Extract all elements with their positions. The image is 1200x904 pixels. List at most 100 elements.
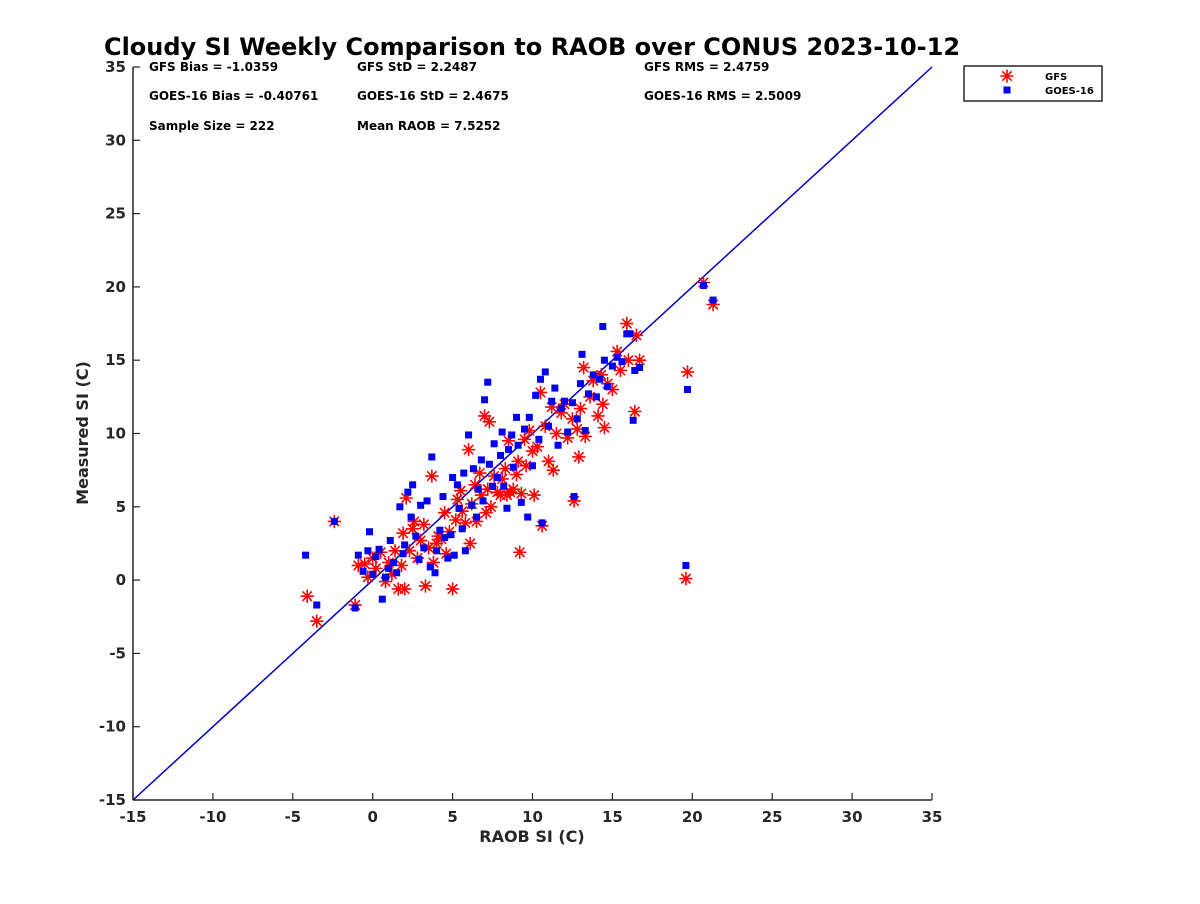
gfs-point bbox=[572, 450, 586, 464]
goes16-point bbox=[431, 569, 439, 577]
gfs-point bbox=[679, 571, 693, 586]
legend-box bbox=[963, 65, 1103, 102]
y-tick-label: 30 bbox=[105, 131, 126, 149]
stat-gfs-rms: GFS RMS = 2.4759 bbox=[644, 60, 769, 74]
goes16-point bbox=[513, 413, 521, 421]
goes16-point bbox=[393, 569, 401, 577]
goes16-point bbox=[576, 380, 584, 388]
goes16-point bbox=[564, 428, 572, 436]
goes16-point bbox=[313, 601, 321, 609]
chart-title: Cloudy SI Weekly Comparison to RAOB over… bbox=[104, 33, 960, 61]
goes16-point bbox=[372, 553, 380, 561]
gfs-point bbox=[509, 467, 524, 482]
gfs-point bbox=[309, 614, 324, 628]
goes16-point bbox=[604, 383, 612, 391]
gfs-point bbox=[417, 517, 431, 532]
goes16-point bbox=[465, 431, 473, 439]
goes16-point bbox=[517, 498, 525, 506]
gfs-point bbox=[461, 442, 476, 457]
goes16-point bbox=[535, 435, 543, 443]
gfs-point bbox=[519, 458, 533, 473]
goes16-point bbox=[481, 396, 489, 404]
gfs-point bbox=[613, 363, 628, 378]
goes16-point bbox=[490, 440, 498, 448]
gfs-point bbox=[425, 469, 439, 483]
goes16-point bbox=[461, 547, 469, 555]
stat-goes-bias: GOES-16 Bias = -0.40761 bbox=[149, 89, 318, 103]
y-tick-label: -5 bbox=[109, 644, 126, 662]
gfs-point bbox=[388, 543, 402, 558]
x-tick-label: 25 bbox=[762, 808, 783, 826]
goes16-point bbox=[514, 441, 522, 449]
gfs-point bbox=[576, 360, 591, 375]
goes16-point bbox=[525, 413, 533, 421]
y-tick-label: -15 bbox=[99, 791, 126, 809]
gfs-point bbox=[549, 426, 564, 441]
goes16-points bbox=[302, 281, 717, 612]
goes16-point bbox=[484, 378, 492, 386]
x-tick-label: 35 bbox=[922, 808, 943, 826]
goes16-point bbox=[444, 554, 452, 562]
goes16-point bbox=[503, 504, 511, 512]
goes16-point bbox=[396, 503, 404, 511]
legend: GFS GOES-16 bbox=[963, 65, 1103, 102]
gfs-point bbox=[591, 409, 605, 423]
goes16-point bbox=[626, 330, 634, 338]
goes16-point bbox=[557, 405, 565, 413]
goes16-point bbox=[426, 563, 434, 571]
x-ticks: -15 -10 -5 0 5 10 15 20 25 30 35 bbox=[119, 793, 942, 826]
goes16-point bbox=[521, 425, 529, 433]
goes16-point bbox=[508, 431, 516, 439]
gfs-point bbox=[546, 463, 561, 477]
y-tick-label: 15 bbox=[105, 351, 126, 369]
goes16-point bbox=[554, 441, 562, 449]
goes16-point bbox=[450, 551, 458, 559]
gfs-point bbox=[680, 365, 695, 379]
stat-sample-size: Sample Size = 222 bbox=[149, 119, 275, 133]
x-tick-label: 15 bbox=[602, 808, 623, 826]
goes16-point bbox=[455, 504, 463, 512]
x-axis-label: RAOB SI (C) bbox=[479, 827, 584, 846]
goes16-point bbox=[596, 375, 604, 383]
stat-mean-raob: Mean RAOB = 7.5252 bbox=[357, 119, 501, 133]
goes16-point bbox=[699, 281, 707, 289]
goes16-point bbox=[378, 595, 386, 603]
goes16-point bbox=[433, 547, 441, 555]
gfs-point bbox=[418, 579, 433, 593]
goes16-point bbox=[375, 545, 383, 553]
gfs-point bbox=[482, 414, 497, 429]
gfs-point bbox=[300, 589, 314, 604]
goes16-point bbox=[364, 547, 372, 555]
goes16-point bbox=[570, 493, 578, 501]
goes16-point bbox=[366, 528, 374, 536]
goes16-point bbox=[544, 422, 552, 430]
goes16-point bbox=[385, 564, 393, 572]
goes16-point bbox=[477, 456, 485, 464]
goes16-point bbox=[302, 551, 310, 559]
x-tick-label: 0 bbox=[367, 808, 377, 826]
goes16-point bbox=[497, 451, 505, 459]
goes16-point bbox=[500, 482, 508, 490]
goes16-point bbox=[474, 485, 482, 493]
y-tick-label: 5 bbox=[116, 498, 126, 516]
goes16-point bbox=[469, 465, 477, 473]
goes16-point bbox=[399, 550, 407, 558]
goes16-point bbox=[548, 397, 556, 405]
gfs-point bbox=[596, 397, 610, 411]
goes16-point bbox=[589, 371, 597, 379]
goes16-point bbox=[386, 537, 394, 545]
y-tick-label: 25 bbox=[105, 205, 126, 223]
goes16-point bbox=[600, 356, 608, 364]
goes16-point bbox=[608, 362, 616, 370]
goes16-point bbox=[485, 460, 493, 468]
goes16-point bbox=[423, 497, 431, 505]
goes16-point bbox=[682, 561, 690, 569]
gfs-point bbox=[445, 582, 460, 596]
goes16-point bbox=[412, 532, 420, 540]
goes16-point bbox=[381, 573, 389, 581]
goes16-point bbox=[468, 501, 476, 509]
gfs-point bbox=[527, 488, 541, 502]
goes16-point bbox=[330, 517, 338, 525]
